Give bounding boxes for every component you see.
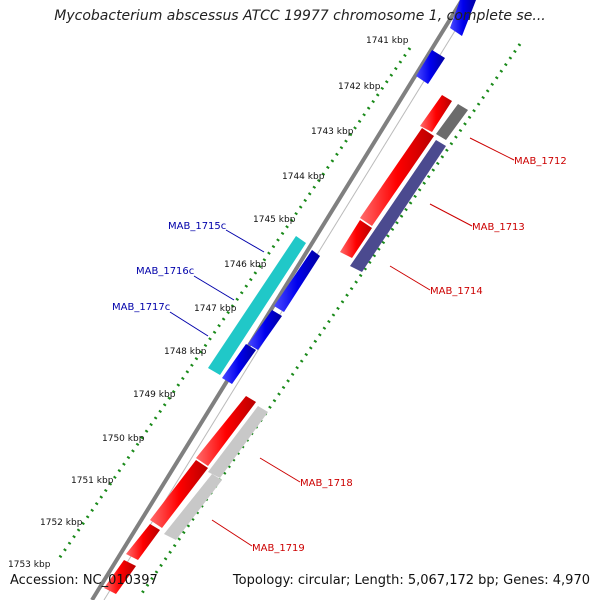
gene-label-mab-1715c[interactable]: MAB_1715c (168, 221, 226, 232)
gene-arrow[interactable] (150, 460, 208, 528)
tick-label: 1741 kbp (366, 36, 409, 46)
tick-label: 1747 kbp (194, 304, 237, 314)
map-title: Mycobacterium abscessus ATCC 19977 chrom… (54, 8, 546, 24)
gene-label-mab-1712[interactable]: MAB_1712 (514, 156, 567, 167)
gene-arrow[interactable] (340, 220, 372, 258)
label-leader-line (389, 265, 431, 291)
gene-arrow[interactable] (222, 344, 256, 384)
summary-label: Topology: circular; Length: 5,067,172 bp… (232, 573, 590, 588)
tick-label: 1753 kbp (8, 560, 51, 570)
gene-label-mab-1717c[interactable]: MAB_1717c (112, 302, 170, 313)
gene-arrow[interactable] (416, 50, 445, 84)
gene-arrow[interactable] (208, 406, 268, 478)
label-leader-line (169, 311, 209, 337)
tick-label: 1744 kbp (282, 172, 325, 182)
tick-label: 1742 kbp (338, 82, 381, 92)
tick-label: 1748 kbp (164, 347, 207, 357)
label-leader-line (211, 519, 253, 547)
accession-label: Accession: NC_010397 (10, 573, 158, 588)
tick-label: 1751 kbp (71, 476, 114, 486)
tick-label: 1752 kbp (40, 518, 83, 528)
gene-arrow[interactable] (360, 128, 434, 226)
label-leader-line (193, 275, 235, 301)
tick-label: 1743 kbp (311, 127, 354, 137)
gene-label-mab-1716c[interactable]: MAB_1716c (136, 266, 194, 277)
gene-label-mab-1713[interactable]: MAB_1713 (472, 222, 525, 233)
gene-label-mab-1719[interactable]: MAB_1719 (252, 543, 305, 554)
gene-arrow[interactable] (126, 524, 160, 560)
genome-axis-line (90, 0, 464, 602)
gene-label-mab-1714[interactable]: MAB_1714 (430, 286, 483, 297)
label-leader-line (225, 229, 265, 253)
label-leader-line (429, 203, 473, 227)
tick-label: 1750 kbp (102, 434, 145, 444)
label-leader-line (259, 457, 301, 483)
tick-label: 1749 kbp (133, 390, 176, 400)
gene-arrow[interactable] (104, 560, 136, 594)
gene-arrow[interactable] (164, 474, 222, 540)
tick-label: 1745 kbp (253, 215, 296, 225)
gene-arrow[interactable] (248, 310, 282, 350)
gene-arrow[interactable] (450, 0, 476, 36)
gene-arrow[interactable] (420, 95, 452, 132)
gene-arrow[interactable] (350, 140, 446, 272)
gene-arrow[interactable] (274, 250, 320, 312)
tick-label: 1746 kbp (224, 260, 267, 270)
gene-arrow[interactable] (436, 104, 468, 140)
label-leader-line (469, 137, 515, 161)
gene-arrow[interactable] (196, 396, 256, 466)
gene-label-mab-1718[interactable]: MAB_1718 (300, 478, 353, 489)
gene-arrow[interactable] (208, 236, 306, 375)
